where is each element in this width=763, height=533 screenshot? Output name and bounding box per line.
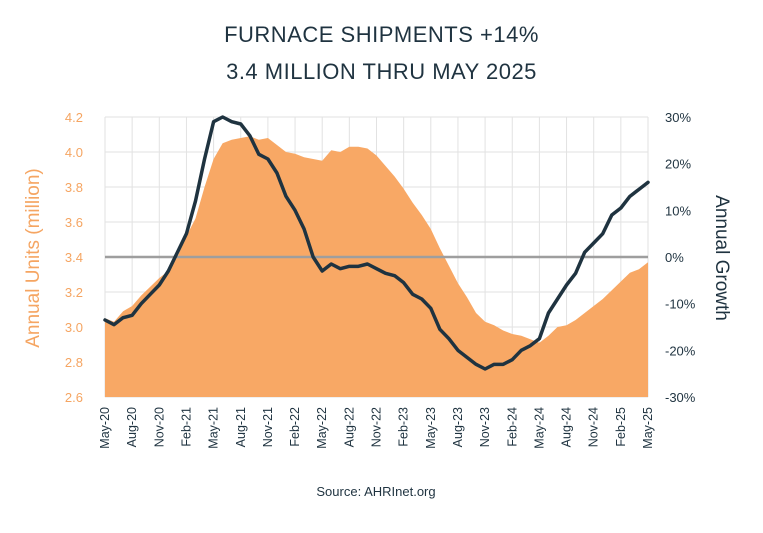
x-tick-label: May-25 xyxy=(641,407,655,449)
annual-units-area xyxy=(105,136,648,397)
x-tick-label: May-23 xyxy=(424,407,438,449)
x-tick-label: Aug-21 xyxy=(234,407,248,447)
x-tick-label: Nov-24 xyxy=(587,407,601,447)
x-tick-label: May-20 xyxy=(98,407,112,449)
right-axis-ticks: -30% -20% -10% 0% 10% 20% 30% xyxy=(665,110,696,405)
left-tick-label: 3.8 xyxy=(65,180,83,195)
right-tick-label: -10% xyxy=(665,297,696,312)
right-tick-label: 0% xyxy=(665,250,684,265)
left-tick-label: 3.6 xyxy=(65,215,83,230)
right-axis-label: Annual Growth xyxy=(711,195,732,321)
right-tick-label: 20% xyxy=(665,157,691,172)
x-tick-label: May-21 xyxy=(207,407,221,449)
right-tick-label: 10% xyxy=(665,203,691,218)
left-tick-label: 3.0 xyxy=(65,320,83,335)
left-tick-label: 4.0 xyxy=(65,145,83,160)
source-note: Source: AHRInet.org xyxy=(316,484,435,499)
chart-title-line2: 3.4 MILLION THRU MAY 2025 xyxy=(226,59,537,84)
x-tick-label: Aug-20 xyxy=(125,407,139,447)
x-tick-label: Nov-20 xyxy=(152,407,166,447)
x-tick-label: Feb-24 xyxy=(505,407,519,447)
x-tick-label: Feb-25 xyxy=(614,407,628,447)
left-tick-label: 3.2 xyxy=(65,285,83,300)
right-tick-label: 30% xyxy=(665,110,691,125)
x-tick-label: Feb-22 xyxy=(288,407,302,447)
x-tick-label: Aug-24 xyxy=(560,407,574,447)
right-tick-label: -20% xyxy=(665,343,696,358)
left-tick-label: 2.8 xyxy=(65,355,83,370)
x-tick-label: Aug-23 xyxy=(451,407,465,447)
left-tick-label: 3.4 xyxy=(65,250,83,265)
left-tick-label: 4.2 xyxy=(65,110,83,125)
x-axis-ticks: May-20 Aug-20 Nov-20 Feb-21 May-21 Aug-21 Nov-… xyxy=(98,407,655,449)
left-axis-ticks: 2.6 2.8 3.0 3.2 3.4 3.6 3.8 4.0 4.2 xyxy=(65,110,83,405)
x-tick-label: Aug-22 xyxy=(342,407,356,447)
x-tick-label: Feb-21 xyxy=(179,407,193,447)
x-tick-label: Nov-22 xyxy=(370,407,384,447)
x-tick-label: Feb-23 xyxy=(397,407,411,447)
x-tick-label: May-24 xyxy=(532,407,546,449)
x-tick-label: Nov-23 xyxy=(478,407,492,447)
left-axis-label: Annual Units (million) xyxy=(23,168,44,348)
annual-growth-line xyxy=(103,115,650,371)
left-tick-label: 2.6 xyxy=(65,390,83,405)
chart-title-line1: FURNACE SHIPMENTS +14% xyxy=(224,22,539,47)
right-tick-label: -30% xyxy=(665,390,696,405)
x-tick-label: May-22 xyxy=(315,407,329,449)
x-tick-label: Nov-21 xyxy=(261,407,275,447)
